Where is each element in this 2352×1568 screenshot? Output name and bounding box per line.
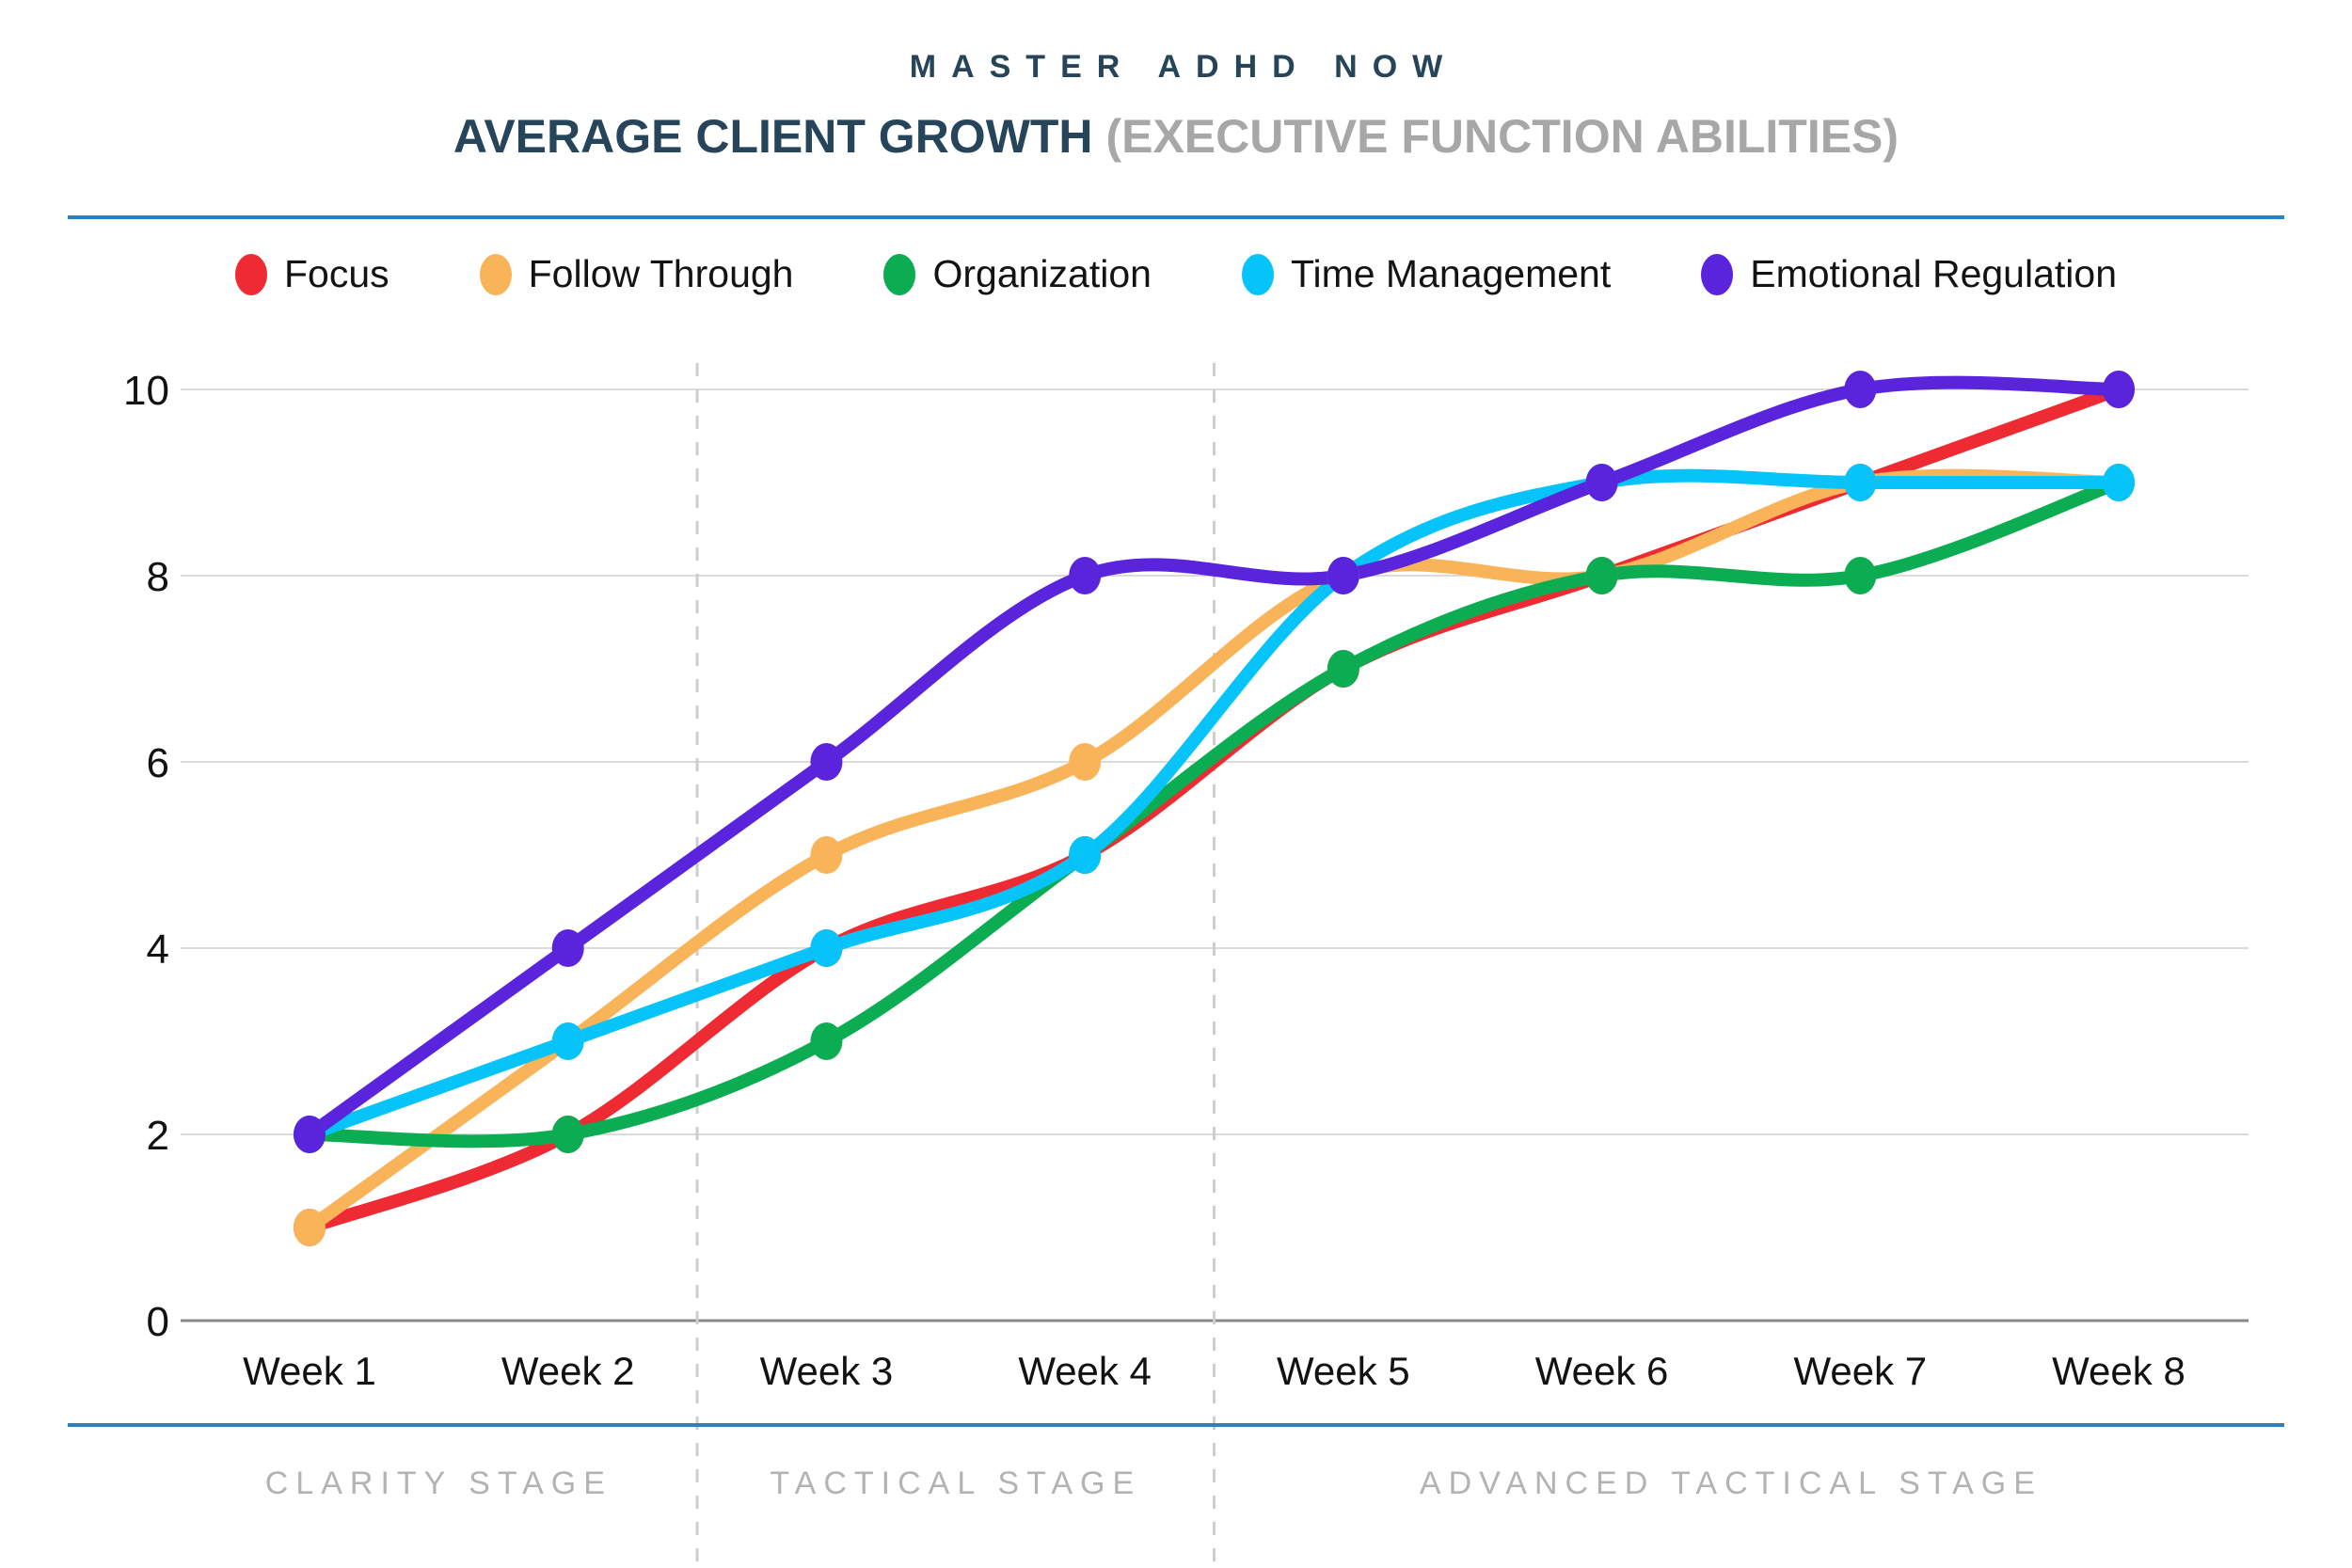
point-organization-week-2: [551, 1116, 584, 1153]
x-tick-label-week-3: Week 3: [760, 1349, 894, 1393]
point-emotional-regulation-week-7: [1844, 371, 1877, 408]
point-time-management-week-2: [551, 1022, 584, 1060]
series-line-organization: [303, 476, 2125, 1148]
point-emotional-regulation-week-1: [294, 1116, 326, 1153]
stage-label-clarity-stage: CLARITY STAGE: [264, 1465, 612, 1501]
x-tick-label-week-7: Week 7: [1793, 1349, 1927, 1393]
point-organization-week-5: [1327, 650, 1359, 688]
y-tick-label-2: 2: [147, 1113, 169, 1159]
legend-item-focus: Focus: [234, 252, 389, 296]
series-line-emotional-regulation: [303, 375, 2125, 1141]
y-tick-label-6: 6: [147, 740, 169, 786]
legend-dot-icon-follow-through: [479, 253, 512, 295]
point-time-management-week-3: [810, 929, 843, 967]
point-emotional-regulation-week-6: [1585, 464, 1618, 501]
legend-item-emotional-regulation: Emotional Regulation: [1701, 252, 2117, 296]
x-tick-label-week-6: Week 6: [1535, 1349, 1669, 1393]
chart-title: AVERAGE CLIENT GROWTH (EXECUTIVE FUNCTIO…: [0, 109, 2352, 164]
point-time-management-week-4: [1069, 836, 1102, 874]
point-emotional-regulation-week-8: [2103, 371, 2135, 408]
legend-dot-icon-focus: [234, 253, 267, 295]
x-tick-label-week-1: Week 1: [243, 1349, 376, 1393]
x-tick-label-week-2: Week 2: [501, 1349, 635, 1393]
legend-label-follow-through: Follow Through: [528, 252, 794, 295]
x-tick-label-week-8: Week 8: [2052, 1349, 2185, 1393]
point-emotional-regulation-week-5: [1327, 557, 1359, 594]
legend-label-focus: Focus: [283, 252, 389, 295]
point-follow-through-week-4: [1069, 743, 1102, 781]
chart-title-accent: (EXECUTIVE FUNCTION ABILITIES): [1105, 110, 1899, 163]
legend-dot-icon-emotional-regulation: [1701, 253, 1734, 295]
x-tick-label-week-4: Week 4: [1018, 1349, 1152, 1393]
point-time-management-week-8: [2103, 464, 2135, 501]
series-line-follow-through: [303, 468, 2125, 1234]
bottom-divider-rule: [68, 1423, 2284, 1427]
point-organization-week-7: [1844, 557, 1877, 594]
legend-label-emotional-regulation: Emotional Regulation: [1750, 252, 2117, 295]
point-emotional-regulation-week-3: [810, 743, 843, 781]
series-line-time-management: [303, 468, 2125, 1141]
point-emotional-regulation-week-2: [551, 929, 584, 967]
legend-item-follow-through: Follow Through: [479, 252, 794, 296]
legend: Focus Follow Through Organization Time Mana…: [0, 252, 2352, 296]
y-tick-label-0: 0: [147, 1299, 169, 1345]
legend-label-organization: Organization: [932, 252, 1152, 295]
x-tick-label-week-5: Week 5: [1277, 1349, 1410, 1393]
top-divider-rule: [68, 215, 2284, 219]
y-tick-label-8: 8: [147, 554, 169, 600]
point-organization-week-6: [1585, 557, 1618, 594]
legend-item-time-management: Time Management: [1241, 252, 1612, 296]
stage-label-tactical-stage: TACTICAL STAGE: [770, 1465, 1142, 1501]
point-organization-week-3: [810, 1022, 843, 1060]
chart-title-main: AVERAGE CLIENT GROWTH: [453, 110, 1093, 163]
legend-label-time-management: Time Management: [1290, 252, 1612, 295]
brand-title: MASTER ADHD NOW: [909, 49, 1458, 85]
legend-item-organization: Organization: [883, 252, 1152, 296]
stage-label-advanced-tactical-stage: ADVANCED TACTICAL STAGE: [1419, 1465, 2042, 1501]
point-emotional-regulation-week-4: [1069, 557, 1102, 594]
legend-dot-icon-organization: [883, 253, 916, 295]
legend-dot-icon-time-management: [1241, 253, 1274, 295]
point-follow-through-week-3: [810, 836, 843, 874]
y-tick-label-4: 4: [147, 927, 169, 973]
point-time-management-week-7: [1844, 464, 1877, 501]
y-tick-label-10: 10: [123, 368, 169, 414]
point-follow-through-week-1: [294, 1209, 326, 1246]
